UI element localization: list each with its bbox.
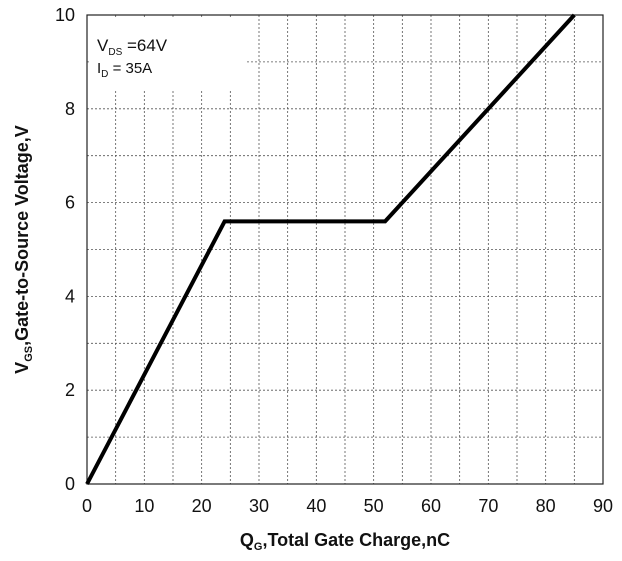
- plot-frame: [86, 14, 604, 485]
- x-tick-label: 30: [249, 496, 269, 516]
- y-tick-label: 8: [65, 99, 75, 119]
- x-axis-label: QG,Total Gate Charge,nC: [240, 530, 450, 553]
- x-tick-label: 0: [82, 496, 92, 516]
- x-tick-label: 80: [536, 496, 556, 516]
- x-tick-label: 50: [364, 496, 384, 516]
- y-tick-label: 6: [65, 193, 75, 213]
- annotation-id: ID = 35A: [97, 60, 152, 80]
- x-axis-label-rest: ,Total Gate Charge,nC: [262, 530, 450, 550]
- y-tick-label: 4: [65, 286, 75, 306]
- tick-labels: 0 10 20 30 40 50 60 70 80 90 0 2 4 6 8 10: [55, 5, 613, 516]
- annotation-id-rest: = 35A: [108, 60, 152, 77]
- y-tick-label: 2: [65, 380, 75, 400]
- series-line: [85, 13, 576, 485]
- annotation-vds-sub: DS: [108, 47, 122, 58]
- annotation-vds-rest: =64V: [122, 36, 168, 55]
- x-tick-label: 20: [192, 496, 212, 516]
- y-axis-label-rest: ,Gate-to-Source Voltage,V: [12, 125, 32, 346]
- x-tick-label: 40: [306, 496, 326, 516]
- y-axis-label-main: V: [12, 362, 32, 374]
- x-tick-label: 60: [421, 496, 441, 516]
- x-tick-label: 10: [134, 496, 154, 516]
- y-axis-label: VGS,Gate-to-Source Voltage,V: [12, 125, 35, 374]
- annotation-vds: VDS =64V: [97, 36, 168, 58]
- y-tick-label: 0: [65, 474, 75, 494]
- annotation-id-main: I: [97, 60, 101, 77]
- grid: [87, 15, 603, 484]
- annotation-vds-main: V: [97, 36, 109, 55]
- x-tick-label: 70: [478, 496, 498, 516]
- x-tick-label: 90: [593, 496, 613, 516]
- x-axis-label-sub: G: [254, 541, 263, 553]
- annotation-id-sub: D: [101, 69, 108, 80]
- x-axis-label-main: Q: [240, 530, 254, 550]
- y-tick-label: 10: [55, 5, 75, 25]
- y-axis-label-sub: GS: [23, 346, 35, 362]
- annotation-box: [89, 17, 245, 89]
